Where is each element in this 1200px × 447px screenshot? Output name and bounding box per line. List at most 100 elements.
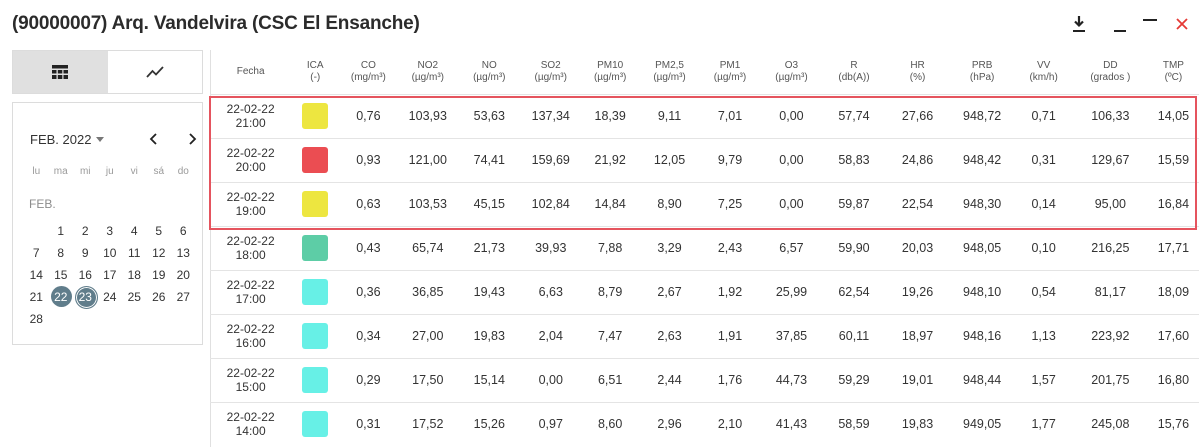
date-value: 22-02-22 xyxy=(226,278,275,292)
column-header[interactable]: NO2 (µg/m³) xyxy=(398,50,458,94)
calendar-day[interactable]: 16 xyxy=(73,264,98,286)
calendar-day[interactable]: 7 xyxy=(24,242,49,264)
column-header[interactable]: Fecha xyxy=(210,50,291,94)
calendar-day[interactable]: 26 xyxy=(147,286,172,308)
month-selector[interactable]: FEB. 2022 xyxy=(30,132,105,147)
column-header[interactable]: NO (µg/m³) xyxy=(458,50,521,94)
value-cell: 18,09 xyxy=(1147,269,1199,314)
table-row[interactable]: 22-02-22 15:00 0,29 17,50 15,14 0,00 6,51 2,44 1… xyxy=(210,357,1199,402)
value-cell: 0,34 xyxy=(339,313,398,358)
calendar-day[interactable]: 9 xyxy=(73,242,98,264)
column-header[interactable]: ICA (-) xyxy=(291,50,339,94)
ica-swatch xyxy=(302,411,329,438)
calendar-day[interactable]: 24 xyxy=(98,286,123,308)
calendar-day[interactable]: 10 xyxy=(98,242,123,264)
value-cell: 0,14 xyxy=(1014,181,1073,226)
table-row[interactable]: 22-02-22 14:00 0,31 17,52 15,26 0,97 8,60 2,96 2… xyxy=(210,401,1199,446)
value-cell: 59,29 xyxy=(822,357,886,402)
column-header[interactable]: HR (%) xyxy=(885,50,950,94)
calendar-day[interactable]: 14 xyxy=(24,264,49,286)
calendar-day[interactable]: 11 xyxy=(122,242,147,264)
download-button[interactable] xyxy=(1067,12,1091,36)
column-name: HR xyxy=(910,59,925,71)
calendar-day[interactable]: 28 xyxy=(24,308,49,330)
column-header[interactable]: PRB (hPa) xyxy=(950,50,1015,94)
table-row[interactable]: 22-02-22 17:00 0,36 36,85 19,43 6,63 8,79 2,67 1… xyxy=(210,269,1199,314)
calendar-day-label: 16 xyxy=(78,268,92,282)
value-cell: 223,92 xyxy=(1072,313,1148,358)
calendar-day[interactable]: 5 xyxy=(147,220,172,242)
column-header[interactable]: PM10 (µg/m³) xyxy=(581,50,639,94)
table-row[interactable]: 22-02-22 21:00 0,76 103,93 53,63 137,34 18,39 9… xyxy=(210,93,1199,138)
column-unit: (%) xyxy=(909,71,926,83)
calendar-day-label: 21 xyxy=(29,290,43,304)
value-cell: 129,67 xyxy=(1072,137,1148,182)
calendar-day[interactable]: 8 xyxy=(49,242,74,264)
column-header[interactable]: O3 (µg/m³) xyxy=(760,50,823,94)
maximize-button[interactable] xyxy=(1138,12,1162,36)
calendar-day[interactable]: 12 xyxy=(147,242,172,264)
minimize-button[interactable] xyxy=(1108,12,1132,36)
calendar-day[interactable]: 1 xyxy=(49,220,74,242)
column-unit: (µg/m³) xyxy=(473,71,506,83)
close-button[interactable] xyxy=(1170,12,1194,36)
value-cell: 15,59 xyxy=(1147,137,1199,182)
value-cell: 15,76 xyxy=(1147,401,1199,446)
table-view-button[interactable] xyxy=(13,51,108,93)
calendar-day[interactable]: 22 xyxy=(49,286,74,308)
next-month-button[interactable] xyxy=(182,129,202,149)
column-unit: (µg/m³) xyxy=(775,71,808,83)
time-value: 17:00 xyxy=(235,292,266,306)
table-body: 22-02-22 21:00 0,76 103,93 53,63 137,34 18,39 9… xyxy=(210,93,1199,446)
calendar-day[interactable]: 13 xyxy=(171,242,196,264)
value-cell: 7,25 xyxy=(699,181,761,226)
calendar-day[interactable]: 27 xyxy=(171,286,196,308)
column-header[interactable]: PM2,5 (µg/m³) xyxy=(639,50,699,94)
value-cell: 45,15 xyxy=(458,181,521,226)
column-header[interactable]: TMP (ºC) xyxy=(1148,50,1199,94)
calendar-day[interactable]: 25 xyxy=(122,286,147,308)
column-header[interactable]: SO2 (µg/m³) xyxy=(521,50,581,94)
table-row[interactable]: 22-02-22 19:00 0,63 103,53 45,15 102,84 14,84 8… xyxy=(210,181,1199,226)
calendar-day[interactable]: 2 xyxy=(73,220,98,242)
table-row[interactable]: 22-02-22 16:00 0,34 27,00 19,83 2,04 7,47 2,63 1… xyxy=(210,313,1199,358)
calendar-day-label: 4 xyxy=(130,224,138,238)
value-cell: 14,05 xyxy=(1147,93,1199,138)
column-name: Fecha xyxy=(236,65,265,77)
calendar-day-label: 11 xyxy=(128,246,141,260)
page-title: (90000007) Arq. Vandelvira (CSC El Ensan… xyxy=(12,13,420,34)
column-header[interactable]: PM1 (µg/m³) xyxy=(700,50,760,94)
value-cell: 0,93 xyxy=(339,137,398,182)
calendar-day[interactable]: 21 xyxy=(24,286,49,308)
value-cell: 17,71 xyxy=(1147,225,1199,270)
calendar-day[interactable]: 20 xyxy=(171,264,196,286)
column-header[interactable]: DD (grados ) xyxy=(1073,50,1148,94)
table-row[interactable]: 22-02-22 20:00 0,93 121,00 74,41 159,69 21,92 1… xyxy=(210,137,1199,182)
value-cell: 8,79 xyxy=(580,269,640,314)
calendar-day[interactable]: 4 xyxy=(122,220,147,242)
value-cell: 65,74 xyxy=(397,225,459,270)
column-unit: (ºC) xyxy=(1164,71,1183,83)
prev-month-button[interactable] xyxy=(144,129,164,149)
ica-swatch xyxy=(302,367,329,393)
calendar-day[interactable]: 15 xyxy=(49,264,74,286)
column-name: TMP xyxy=(1162,59,1184,71)
ica-swatch xyxy=(302,147,329,173)
value-cell: 53,63 xyxy=(458,93,521,138)
value-cell: 121,00 xyxy=(397,137,459,182)
calendar-day[interactable]: 3 xyxy=(98,220,123,242)
column-name: DD xyxy=(1103,59,1118,71)
table-row[interactable]: 22-02-22 18:00 0,43 65,74 21,73 39,93 7,88 3,29… xyxy=(210,225,1199,270)
calendar-day[interactable]: 18 xyxy=(122,264,147,286)
date-cell: 22-02-22 18:00 xyxy=(210,225,292,270)
calendar-day[interactable]: 23 xyxy=(73,286,98,309)
calendar-day[interactable]: 6 xyxy=(171,220,196,242)
calendar-day[interactable]: 19 xyxy=(147,264,172,286)
column-header[interactable]: VV (km/h) xyxy=(1014,50,1072,94)
calendar-day[interactable]: 17 xyxy=(98,264,123,286)
chart-view-button[interactable] xyxy=(108,51,203,93)
column-header[interactable]: CO (mg/m³) xyxy=(339,50,397,94)
value-cell: 2,43 xyxy=(699,225,761,270)
column-header[interactable]: R (db(A)) xyxy=(823,50,886,94)
column-unit: (µg/m³) xyxy=(534,71,567,83)
